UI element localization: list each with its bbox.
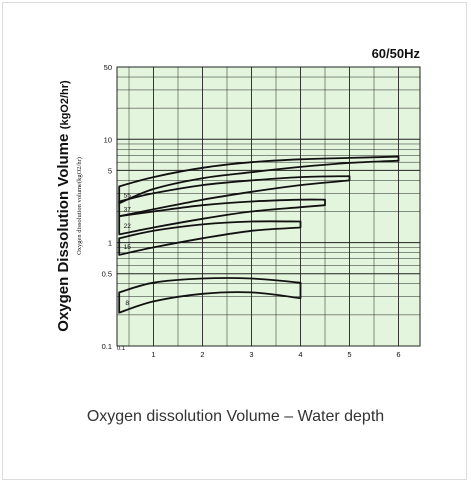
y-axis-main-label: Oxygen Dissolution Volume (kgO2/hr) (55, 80, 72, 332)
series-label-15: 15 (124, 244, 132, 251)
y-axis-sub-label: Oxygen dissolution volume(kgO2/hr) (76, 157, 83, 255)
y-tick-label: 10 (104, 135, 112, 144)
series-label-22: 22 (124, 223, 132, 230)
x-tick-label: 6 (396, 350, 400, 359)
series-band-22 (118, 198, 326, 236)
y-tick-label: 0.5 (102, 270, 112, 279)
x-tick-label: 1 (151, 350, 155, 359)
series-band-15 (118, 220, 302, 256)
figure-frame (2, 2, 467, 480)
y-tick-label: 1 (108, 239, 112, 248)
x-origin-label: 0.1 (117, 346, 126, 352)
x-tick-label: 5 (347, 350, 351, 359)
series-label-55: 55 (124, 192, 132, 199)
x-tick-label: 3 (249, 350, 253, 359)
figure-caption: Oxygen dissolution Volume – Water depth (86, 408, 385, 425)
frequency-label: 60/50Hz (372, 46, 421, 61)
series-band-55 (118, 155, 400, 205)
x-tick-label: 4 (298, 350, 302, 359)
y-axis-main-label-unit: (kgO2/hr) (59, 80, 71, 129)
series-label-37: 37 (124, 206, 132, 213)
series-band-8 (118, 277, 302, 314)
series-label-8: 8 (125, 300, 129, 307)
y-tick-label: 0.1 (102, 342, 112, 351)
plot-area (117, 67, 420, 346)
plot-frame (116, 66, 421, 347)
y-tick-label: 50 (104, 63, 112, 72)
series-band-37 (118, 175, 351, 218)
y-tick-label: 5 (108, 166, 112, 175)
oxygen-dissolution-chart: 60/50Hz Oxygen Dissolution Volume (kgO2/… (55, 46, 421, 359)
y-axis-main-label-text: Oxygen Dissolution Volume (55, 134, 72, 332)
x-tick-label: 2 (200, 350, 204, 359)
